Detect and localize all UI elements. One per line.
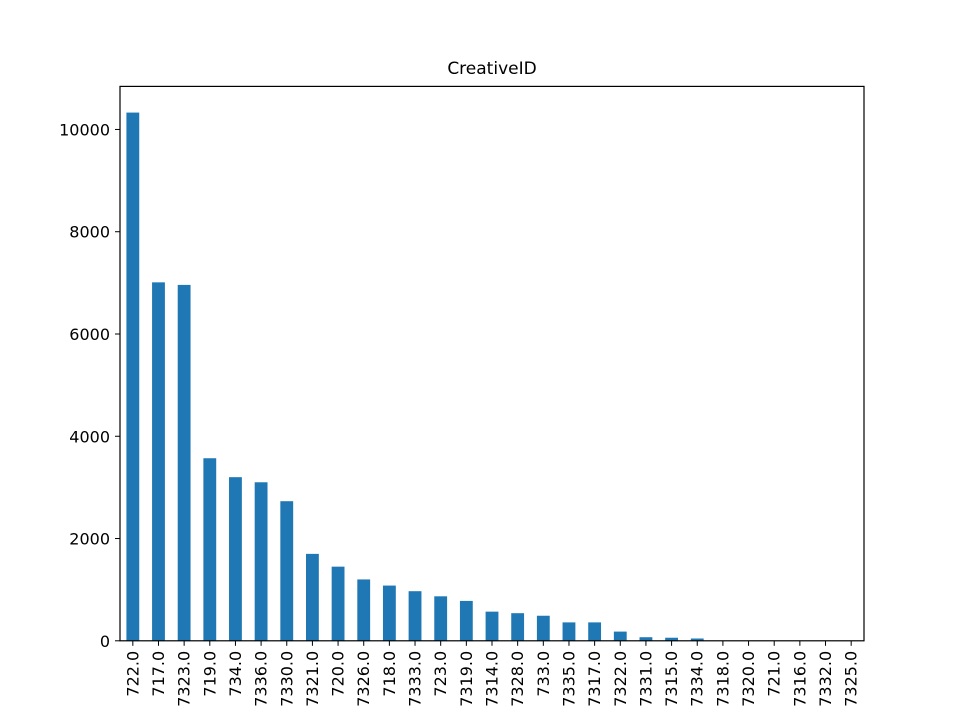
y-tick-label: 10000 bbox=[59, 120, 110, 139]
bar bbox=[178, 285, 191, 641]
x-tick-label: 720.0 bbox=[329, 651, 348, 697]
x-axis: 722.0 717.0 7323.0 719.0 734.0 7336.0 7330.0 73… bbox=[123, 641, 860, 707]
chart-title: CreativeID bbox=[447, 59, 536, 79]
bar bbox=[152, 282, 165, 640]
y-tick-label: 2000 bbox=[69, 530, 110, 549]
x-tick-label: 721.0 bbox=[765, 651, 784, 697]
x-tick-label: 7332.0 bbox=[816, 651, 835, 707]
bar bbox=[255, 482, 268, 641]
x-tick-label: 7322.0 bbox=[611, 651, 630, 707]
bar bbox=[563, 622, 576, 640]
x-tick-label: 7321.0 bbox=[303, 651, 322, 707]
x-tick-label: 722.0 bbox=[123, 651, 142, 697]
bar bbox=[332, 567, 345, 641]
bar bbox=[434, 596, 447, 640]
x-tick-label: 7316.0 bbox=[790, 651, 809, 707]
x-tick-label: 718.0 bbox=[380, 651, 399, 697]
y-tick-label: 6000 bbox=[69, 325, 110, 344]
y-tick-label: 4000 bbox=[69, 427, 110, 446]
bar bbox=[126, 113, 139, 641]
x-tick-label: 7325.0 bbox=[842, 651, 861, 707]
x-tick-label: 7318.0 bbox=[713, 651, 732, 707]
x-tick-label: 719.0 bbox=[200, 651, 219, 697]
bar bbox=[203, 458, 216, 641]
y-tick-label: 0 bbox=[100, 632, 110, 651]
x-tick-label: 7319.0 bbox=[457, 651, 476, 707]
x-tick-label: 7333.0 bbox=[406, 651, 425, 707]
x-tick-label: 7315.0 bbox=[662, 651, 681, 707]
bar bbox=[280, 501, 293, 641]
y-tick-label: 8000 bbox=[69, 223, 110, 242]
x-tick-label: 734.0 bbox=[226, 651, 245, 697]
x-tick-label: 723.0 bbox=[431, 651, 450, 697]
bar bbox=[614, 632, 627, 641]
x-tick-label: 7328.0 bbox=[508, 651, 527, 707]
x-tick-label: 7320.0 bbox=[739, 651, 758, 707]
x-tick-label: 7317.0 bbox=[585, 651, 604, 707]
bar bbox=[229, 477, 242, 641]
x-tick-label: 7336.0 bbox=[252, 651, 271, 707]
bars-layer bbox=[126, 113, 832, 641]
x-tick-label: 7331.0 bbox=[636, 651, 655, 707]
x-tick-label: 7323.0 bbox=[175, 651, 194, 707]
x-tick-label: 7326.0 bbox=[354, 651, 373, 707]
x-tick-label: 717.0 bbox=[149, 651, 168, 697]
x-tick-label: 7314.0 bbox=[483, 651, 502, 707]
bar bbox=[537, 616, 550, 641]
bar bbox=[383, 586, 396, 641]
x-tick-label: 7335.0 bbox=[559, 651, 578, 707]
x-tick-label: 7330.0 bbox=[277, 651, 296, 707]
x-tick-label: 7334.0 bbox=[688, 651, 707, 707]
bar bbox=[588, 622, 601, 640]
bar bbox=[357, 579, 370, 640]
bar bbox=[486, 612, 499, 641]
x-tick-label: 733.0 bbox=[534, 651, 553, 697]
bar bbox=[460, 601, 473, 641]
bar bbox=[306, 554, 319, 641]
bar bbox=[409, 591, 422, 641]
bar bbox=[511, 613, 524, 641]
y-axis: 0 2000 4000 6000 8000 10000 bbox=[59, 120, 120, 650]
